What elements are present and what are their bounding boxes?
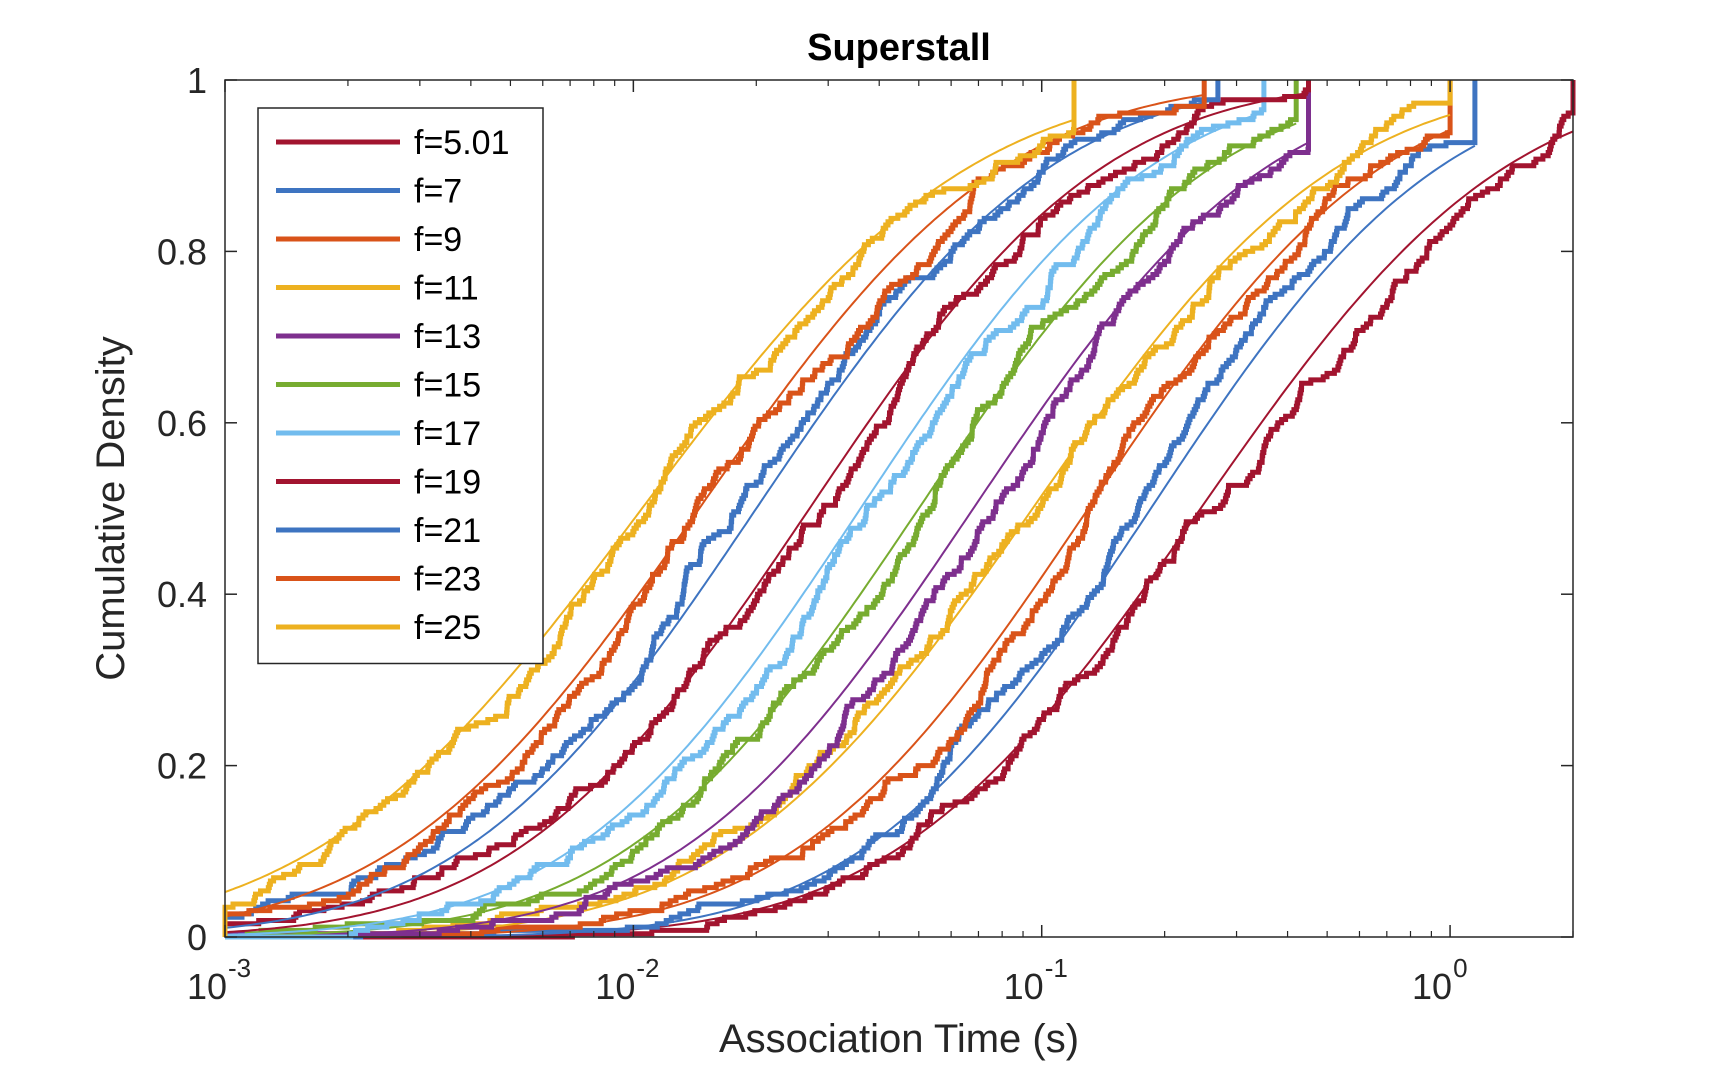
legend-item-f-13: f=13 — [276, 318, 481, 356]
fit-line-f-17 — [224, 111, 1265, 936]
series-line-f-9 — [225, 80, 1453, 940]
fit-line-f-19 — [224, 92, 1309, 934]
x-tick-base: 10 — [595, 966, 635, 1007]
x-tick-label: 10 0 — [1412, 953, 1468, 1007]
y-tick-label: 0.6 — [157, 403, 207, 444]
series-line-f-19 — [222, 80, 1311, 937]
legend-item-f-25: f=25 — [276, 609, 481, 647]
series-line-f-13 — [222, 80, 1311, 937]
x-tick-base: 10 — [1004, 966, 1044, 1007]
x-tick-exponent: 0 — [1453, 953, 1467, 983]
y-tick-label: 0 — [187, 917, 207, 958]
legend: f=5.01 f=7 f=9 f=11 f=13 f=15 f=17 f=19 f=21 f=23… — [257, 107, 544, 665]
axis-ticks — [224, 79, 1574, 938]
x-axis-label: Association Time (s) — [719, 1017, 1079, 1061]
series-line-f-17 — [225, 80, 1267, 940]
legend-label: f=21 — [414, 512, 481, 550]
x-tick-exponent: -1 — [1045, 953, 1068, 983]
series-line-f-7 — [225, 80, 1478, 940]
x-tick-exponent: -3 — [228, 953, 251, 983]
legend-item-f-15: f=15 — [276, 367, 481, 405]
legend-label: f=23 — [414, 561, 481, 599]
axes-frame — [224, 79, 1574, 938]
legend-item-f-19: f=19 — [276, 464, 481, 502]
chart-title: Superstall — [807, 27, 991, 69]
legend-label: f=7 — [414, 173, 462, 211]
x-tick-base: 10 — [187, 966, 227, 1007]
series-line-f-23 — [222, 80, 1207, 937]
legend-label: f=5.01 — [414, 124, 509, 162]
legend-item-f-23: f=23 — [276, 561, 481, 599]
y-tick-label: 0.4 — [157, 574, 207, 615]
series-line-f-15 — [225, 80, 1299, 940]
y-tick-label: 1 — [187, 60, 207, 101]
legend-label: f=19 — [414, 464, 481, 502]
x-tick-label: 10 -1 — [1004, 953, 1068, 1007]
legend-label: f=9 — [414, 221, 462, 259]
y-axis-label: Cumulative Density — [89, 336, 133, 681]
x-tick-label: 10 -2 — [595, 953, 659, 1007]
series-line-f-21 — [222, 80, 1221, 937]
legend-item-f-5-01: f=5.01 — [276, 124, 509, 162]
legend-item-f-7: f=7 — [276, 173, 462, 211]
legend-item-f-17: f=17 — [276, 415, 481, 453]
legend-label: f=25 — [414, 609, 481, 647]
series-line-f-25 — [222, 80, 1077, 937]
series-line-f-5-01 — [225, 80, 1576, 940]
y-tick-label: 0.8 — [157, 231, 207, 272]
legend-label: f=11 — [414, 270, 479, 308]
x-tick-label: 10 -3 — [187, 953, 251, 1007]
legend-label: f=17 — [414, 415, 481, 453]
legend-item-f-21: f=21 — [276, 512, 481, 550]
legend-item-f-9: f=9 — [276, 221, 462, 259]
legend-label: f=15 — [414, 367, 481, 405]
fit-line-f-21 — [224, 98, 1219, 929]
y-tick-label: 0.2 — [157, 746, 207, 787]
x-tick-base: 10 — [1412, 966, 1452, 1007]
legend-item-f-11: f=11 — [276, 270, 479, 308]
legend-label: f=13 — [414, 318, 481, 356]
x-tick-exponent: -2 — [636, 953, 659, 983]
